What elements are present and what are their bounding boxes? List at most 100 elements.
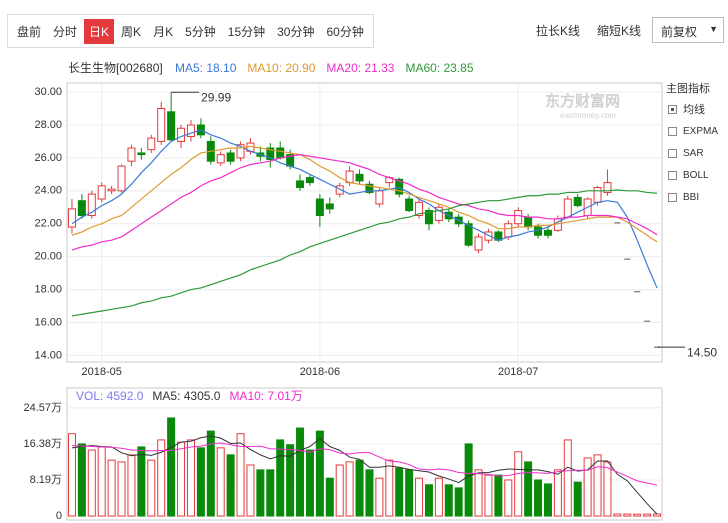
volume-bar xyxy=(256,469,265,517)
volume-bar xyxy=(87,449,96,517)
candle-body xyxy=(137,152,146,156)
volume-ma-line xyxy=(71,435,658,515)
volume-bar xyxy=(633,513,642,517)
volume-bar xyxy=(206,430,215,517)
y-tick-label: 20.00 xyxy=(34,251,62,263)
checkbox[interactable] xyxy=(668,148,677,158)
indicator-option[interactable]: SAR xyxy=(666,142,718,164)
volume-bar xyxy=(434,477,443,517)
option-label: EXPMA xyxy=(683,125,719,137)
volume-bar xyxy=(583,457,592,517)
annotation-label: 14.50 xyxy=(687,345,717,359)
volume-bar xyxy=(593,454,602,517)
candle-body xyxy=(474,236,483,251)
candle-body xyxy=(67,208,76,228)
volume-bar xyxy=(335,464,344,517)
candle-body xyxy=(325,203,334,210)
candle-body xyxy=(603,182,612,193)
volume-bar xyxy=(236,433,245,517)
volume-bar xyxy=(296,427,305,517)
volume-bar xyxy=(355,459,364,517)
legend-entry: MA60: 23.85 xyxy=(405,61,473,75)
volume-bar xyxy=(137,446,146,517)
tab[interactable]: 15分钟 xyxy=(227,24,266,39)
indicator-option[interactable]: BBI xyxy=(666,186,718,208)
volume-bar xyxy=(325,477,334,517)
candle-body xyxy=(464,223,473,246)
volume-bar xyxy=(186,439,195,517)
checkbox[interactable] xyxy=(668,126,677,136)
volume-bar xyxy=(603,461,612,517)
tab[interactable]: 盘前 xyxy=(17,24,42,39)
volume-bar xyxy=(504,479,513,517)
volume-bar xyxy=(623,513,632,517)
candle-body xyxy=(236,144,245,159)
period-tabs: 盘前 分时 日K 周K 月K 5分钟 15分钟 30分钟 60分钟 xyxy=(7,14,374,48)
volume-bar xyxy=(573,481,582,517)
x-tick-label: 2018-06 xyxy=(300,366,340,378)
indicator-option[interactable]: BOLL xyxy=(666,164,718,186)
y-tick-label: 24.57万 xyxy=(23,402,62,414)
y-tick-label: 22.00 xyxy=(34,218,62,230)
candle-body xyxy=(167,111,176,141)
candle-body xyxy=(355,173,364,182)
indicator-option[interactable]: EXPMA xyxy=(666,120,718,142)
volume-bar xyxy=(107,459,116,517)
plot-frame xyxy=(66,82,663,363)
y-tick-label: 26.00 xyxy=(34,152,62,164)
candle-body xyxy=(524,216,533,228)
candle-body xyxy=(315,198,324,217)
indicator-title: 主图指标 xyxy=(666,83,710,95)
volume-bar xyxy=(424,484,433,517)
checkbox[interactable] xyxy=(668,192,677,202)
tab[interactable]: 分时 xyxy=(53,24,78,39)
checkbox[interactable] xyxy=(668,104,677,114)
volume-bar xyxy=(216,447,225,517)
volume-bar xyxy=(97,446,106,517)
y-tick-label: 16.38万 xyxy=(23,438,62,450)
y-tick-label: 28.00 xyxy=(34,119,62,131)
candle-body xyxy=(177,127,186,142)
indicator-option[interactable]: 均线 xyxy=(666,98,718,120)
chart-title: 长生生物[002680] xyxy=(68,61,163,75)
volume-bar xyxy=(484,474,493,517)
stretch-button[interactable]: 拉长K线 xyxy=(536,24,581,38)
tab[interactable]: 周K xyxy=(121,24,142,39)
volume-bar xyxy=(524,461,533,517)
checkbox[interactable] xyxy=(668,170,677,180)
tab[interactable]: 5分钟 xyxy=(185,24,216,39)
volume-bar xyxy=(67,433,76,517)
y-tick-label: 24.00 xyxy=(34,185,62,197)
candle-body xyxy=(157,108,166,142)
tab[interactable]: 日K xyxy=(84,18,115,44)
candle-body xyxy=(424,210,433,225)
volume-bar xyxy=(653,513,662,517)
volume-bar xyxy=(286,444,295,517)
candle-body xyxy=(87,193,96,217)
tab[interactable]: 30分钟 xyxy=(277,24,315,39)
volume-bar xyxy=(464,443,473,517)
option-label: BOLL xyxy=(683,169,709,181)
candle-body xyxy=(573,196,582,207)
y-tick-label: 30.00 xyxy=(34,86,62,98)
candle-body xyxy=(186,124,195,137)
candle-body xyxy=(107,188,116,192)
select-arrow: ▼ xyxy=(709,24,718,34)
volume-bar xyxy=(563,439,572,517)
candle-body xyxy=(216,154,225,164)
legend-entry: MA5: 18.10 xyxy=(175,61,237,75)
volume-ma-line xyxy=(71,442,658,486)
volume-bar xyxy=(474,469,483,517)
tab[interactable]: 60分钟 xyxy=(326,24,364,39)
adjust-select[interactable]: 前复权 ▼ xyxy=(652,17,724,43)
y-tick-label: 18.00 xyxy=(34,283,62,295)
candle-body xyxy=(514,210,523,225)
volume-bar xyxy=(246,464,255,517)
volume-bar xyxy=(553,469,562,517)
volume-bar xyxy=(226,454,235,517)
volume-bar xyxy=(405,469,414,517)
legend-entry: MA5: 4305.0 xyxy=(152,389,220,403)
shrink-button[interactable]: 缩短K线 xyxy=(597,24,642,38)
tab[interactable]: 月K xyxy=(153,24,174,39)
